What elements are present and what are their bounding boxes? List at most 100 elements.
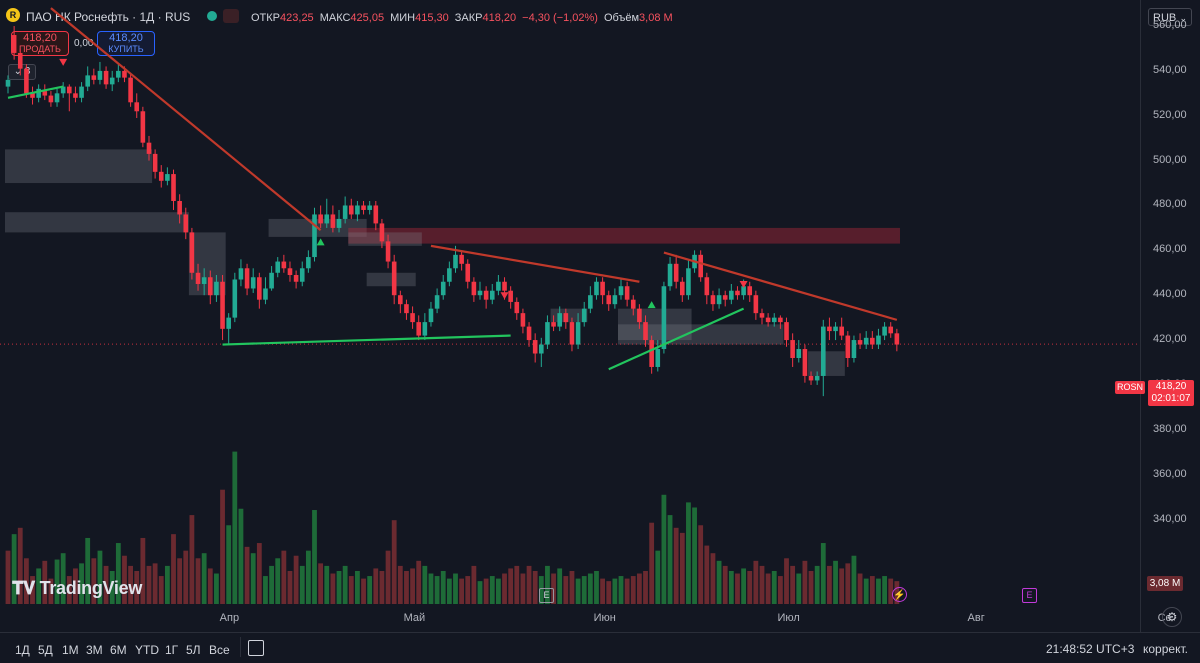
- candle-body: [342, 205, 348, 219]
- volume-bar: [453, 573, 458, 604]
- candle-body: [330, 214, 336, 228]
- lightning-icon[interactable]: ⚡: [892, 587, 907, 602]
- volume-bar: [833, 560, 838, 604]
- volume-bar: [404, 570, 409, 604]
- range-button-4[interactable]: 6М: [110, 643, 127, 657]
- range-button-6[interactable]: 1Г: [165, 643, 179, 657]
- candle-body: [489, 290, 495, 300]
- volume-bar: [17, 527, 23, 604]
- price-tick-label: 440,00: [1153, 288, 1187, 301]
- candle-body: [643, 322, 648, 341]
- range-button-8[interactable]: Все: [209, 643, 230, 657]
- volume-bar: [594, 570, 599, 604]
- volume-bar: [814, 565, 820, 604]
- candle-body: [851, 340, 857, 359]
- range-button-3[interactable]: 3М: [86, 643, 103, 657]
- range-button-7[interactable]: 5Л: [186, 643, 201, 657]
- market-status-icon: [207, 11, 217, 21]
- volume-bar: [600, 578, 606, 604]
- volume-bar: [827, 565, 832, 604]
- volume-bar: [287, 570, 293, 604]
- candle-body: [680, 281, 685, 296]
- range-button-2[interactable]: 1М: [62, 643, 79, 657]
- candle-body: [171, 174, 176, 201]
- volume-bar: [385, 550, 391, 604]
- candle-body: [771, 317, 777, 323]
- signal-badge-icon[interactable]: [223, 9, 239, 23]
- candle-body: [140, 111, 146, 143]
- volume-bar: [422, 565, 428, 604]
- volume-bar: [747, 570, 753, 604]
- candle-body: [667, 263, 673, 287]
- candle-body: [85, 75, 90, 87]
- candle-body: [165, 174, 170, 181]
- volume-bar: [115, 543, 121, 604]
- volume-bar: [863, 578, 869, 604]
- volume-bar: [845, 563, 851, 604]
- volume-bar: [312, 510, 317, 604]
- range-button-5[interactable]: YTD: [135, 643, 159, 657]
- volume-bar: [440, 570, 446, 604]
- candle-body: [471, 281, 477, 296]
- candle-body: [287, 268, 293, 276]
- chart-header: R ПАО НК Роснефть · 1Д · RUS ОТКР423,25 М…: [0, 0, 1140, 30]
- volume-bar: [471, 565, 477, 604]
- clock[interactable]: 21:48:52 UTC+3: [1046, 642, 1135, 656]
- volume-bar: [802, 560, 808, 604]
- volume-bar: [459, 578, 465, 604]
- candle-body: [398, 295, 403, 305]
- last-price-value: 418,20: [1155, 381, 1187, 392]
- ohlc-value: 423,25: [280, 12, 314, 24]
- volume-bar: [692, 507, 697, 604]
- volume-bar: [587, 573, 593, 604]
- volume-bar: [434, 576, 440, 604]
- volume-bar: [214, 573, 219, 604]
- volume-bar: [109, 570, 115, 604]
- candle-body: [48, 95, 54, 103]
- ohlc-key: ЗАКР: [454, 12, 483, 24]
- earnings-event-icon[interactable]: E: [1022, 588, 1037, 603]
- volume-bar: [722, 565, 728, 604]
- candle-body: [67, 86, 72, 94]
- candle-body: [502, 281, 507, 291]
- range-button-0[interactable]: 1Д: [15, 643, 30, 657]
- candle-body: [753, 295, 759, 314]
- candle-body: [557, 313, 562, 327]
- candle-body: [318, 214, 323, 224]
- volume-bar: [618, 576, 624, 604]
- candle-body: [36, 88, 41, 98]
- price-tick-label: 520,00: [1153, 108, 1187, 121]
- candle-body: [146, 142, 152, 154]
- volume-bar: [698, 525, 704, 604]
- candle-body: [882, 326, 887, 336]
- supply-zone: [348, 232, 422, 246]
- volume-bar: [416, 560, 422, 604]
- price-chart[interactable]: [0, 0, 1140, 632]
- supply-zone: [5, 149, 153, 184]
- candle-body: [722, 295, 728, 300]
- candle-body: [355, 205, 360, 215]
- range-button-1[interactable]: 5Д: [38, 643, 53, 657]
- gear-icon[interactable]: ⚙: [1162, 607, 1182, 627]
- candle-body: [661, 286, 667, 350]
- supply-zone: [188, 232, 226, 296]
- candle-body: [24, 68, 29, 94]
- supply-zone: [618, 324, 784, 345]
- calendar-icon[interactable]: [248, 640, 264, 656]
- price-tick-label: 420,00: [1153, 333, 1187, 346]
- candle-body: [207, 277, 213, 296]
- candle-body: [870, 337, 875, 345]
- volume-bar: [857, 573, 863, 604]
- tradingview-logo[interactable]: 𝐓𝐕 TradingView: [12, 578, 142, 599]
- candle-body: [539, 344, 544, 354]
- candle-body: [814, 375, 820, 381]
- earnings-event-icon[interactable]: E: [539, 588, 554, 603]
- volume-bar: [624, 578, 630, 604]
- buy-button[interactable]: 418,20 КУПИТЬ: [97, 31, 155, 56]
- ohlc-value: 3,08 М: [639, 12, 673, 24]
- adjustment-toggle[interactable]: коррект.: [1143, 642, 1188, 656]
- brand-name: TradingView: [39, 578, 143, 598]
- currency-selector[interactable]: RUB ⌄: [1148, 8, 1192, 26]
- volume-bar: [649, 522, 655, 604]
- volume-bar: [765, 573, 771, 604]
